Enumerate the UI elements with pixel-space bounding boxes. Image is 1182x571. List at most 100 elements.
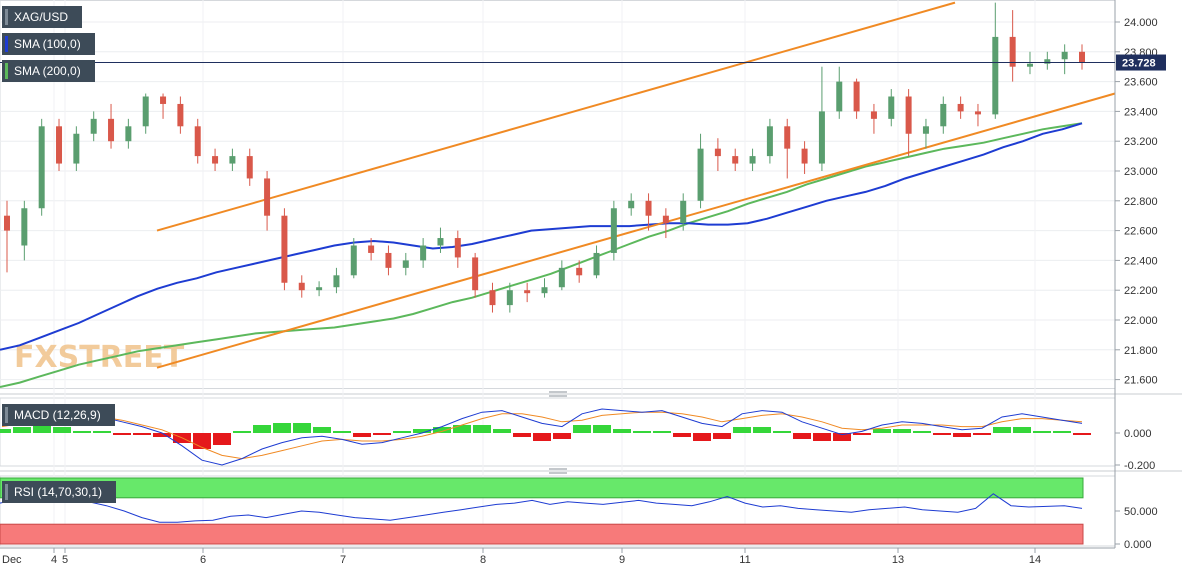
macd-histogram-bar bbox=[393, 431, 411, 433]
macd-histogram-bar bbox=[593, 425, 611, 433]
candle-body bbox=[749, 156, 756, 164]
candle-body bbox=[541, 287, 548, 294]
macd-histogram-bar bbox=[653, 431, 671, 433]
candle-body bbox=[489, 290, 496, 306]
candle-body bbox=[281, 215, 288, 283]
candle-body bbox=[472, 257, 479, 291]
time-tick-label: 9 bbox=[619, 554, 625, 566]
rsi-overbought-zone bbox=[0, 477, 1084, 499]
candle-body bbox=[836, 81, 843, 112]
macd-label: MACD (12,26,9) bbox=[2, 404, 115, 426]
macd-histogram-bar bbox=[373, 433, 391, 435]
macd-histogram-bar bbox=[133, 433, 151, 435]
macd-histogram-bar bbox=[453, 425, 471, 433]
candle-body bbox=[801, 148, 808, 164]
macd-histogram-bar bbox=[933, 433, 951, 435]
candle-body bbox=[593, 252, 600, 276]
time-tick-label: 4 bbox=[51, 554, 57, 566]
macd-histogram-bar bbox=[893, 429, 911, 433]
time-tick-label: 7 bbox=[340, 554, 346, 566]
candle-body bbox=[628, 200, 635, 209]
rsi-oversold-zone bbox=[0, 523, 1084, 545]
candle-body bbox=[4, 215, 10, 231]
candle-body bbox=[108, 118, 115, 142]
sma200-line bbox=[0, 122, 1083, 388]
macd-histogram-bar bbox=[973, 433, 991, 435]
macd-histogram-bar bbox=[33, 425, 51, 433]
macd-histogram-bar bbox=[773, 431, 791, 433]
macd-histogram-bar bbox=[1013, 427, 1031, 433]
candle-body bbox=[784, 126, 791, 149]
candle-body bbox=[1009, 36, 1016, 67]
candle-body bbox=[853, 81, 860, 112]
grid bbox=[0, 0, 1182, 548]
candle-body bbox=[402, 260, 409, 268]
price-tick-label: 22.200 bbox=[1124, 285, 1158, 297]
watermark: FXSTREET bbox=[14, 340, 185, 375]
candle-body bbox=[905, 96, 912, 134]
candle-body bbox=[1044, 59, 1051, 64]
candle-body bbox=[420, 245, 427, 261]
candle-body bbox=[1079, 51, 1085, 63]
candle-body bbox=[212, 156, 219, 164]
candle-body bbox=[992, 36, 999, 115]
candle-body bbox=[316, 287, 323, 291]
macd-histogram-bar bbox=[213, 433, 231, 445]
sma200-label: SMA (200,0) bbox=[2, 60, 95, 82]
price-tick-label: 22.000 bbox=[1124, 315, 1158, 327]
candle-body bbox=[454, 238, 461, 258]
time-tick-label: Dec bbox=[2, 554, 22, 566]
macd-pane bbox=[0, 408, 1091, 466]
symbol-label: XAG/USD bbox=[2, 6, 83, 28]
candle-body bbox=[194, 126, 201, 157]
price-tick-label: 23.200 bbox=[1124, 136, 1158, 148]
macd-histogram-bar bbox=[333, 431, 351, 433]
last-price-label: 23.728 bbox=[1122, 58, 1156, 70]
price-axis: 24.00023.80023.60023.40023.20023.00022.8… bbox=[0, 0, 1166, 551]
candle-body bbox=[437, 238, 444, 246]
channel-upper-line bbox=[156, 1, 956, 232]
macd-histogram-bar bbox=[73, 431, 91, 433]
macd-signal-line bbox=[1, 411, 1083, 460]
candle-body bbox=[142, 96, 149, 127]
macd-tick-label: 0.000 bbox=[1124, 428, 1152, 440]
rsi-tick-label: 0.000 bbox=[1124, 539, 1152, 551]
time-tick-label: 6 bbox=[200, 554, 206, 566]
price-tick-label: 21.600 bbox=[1124, 375, 1158, 387]
macd-histogram-bar bbox=[633, 431, 651, 433]
candle-body bbox=[350, 245, 357, 276]
candle-body bbox=[246, 156, 253, 179]
candles bbox=[4, 2, 1085, 313]
macd-histogram-bar bbox=[293, 423, 311, 433]
macd-histogram-bar bbox=[413, 429, 431, 433]
candle-body bbox=[56, 126, 63, 164]
macd-histogram-bar bbox=[13, 427, 31, 433]
macd-histogram-bar bbox=[693, 433, 711, 441]
candle-body bbox=[90, 118, 97, 134]
macd-histogram-bar bbox=[953, 433, 971, 437]
macd-histogram-bar bbox=[273, 423, 291, 433]
candle-body bbox=[558, 267, 565, 288]
macd-histogram-bar bbox=[913, 431, 931, 433]
candle-body bbox=[125, 126, 132, 142]
macd-histogram-bar bbox=[753, 427, 771, 433]
macd-histogram-bar bbox=[93, 431, 111, 433]
candle-body bbox=[888, 96, 895, 119]
candle-body bbox=[333, 275, 340, 288]
candle-body bbox=[38, 126, 45, 209]
macd-histogram-bar bbox=[433, 427, 451, 433]
macd-histogram-bar bbox=[233, 431, 251, 433]
candle-body bbox=[264, 178, 271, 216]
candle-body bbox=[974, 111, 981, 115]
macd-histogram-bar bbox=[853, 433, 871, 435]
macd-histogram-bar bbox=[313, 427, 331, 433]
price-tick-label: 23.600 bbox=[1124, 77, 1158, 89]
time-tick-label: 5 bbox=[62, 554, 68, 566]
channel-lower-line bbox=[156, 92, 1116, 369]
sma100-line bbox=[0, 122, 1083, 351]
candle-body bbox=[957, 103, 964, 112]
price-tick-label: 23.400 bbox=[1124, 106, 1158, 118]
time-tick-label: 13 bbox=[892, 554, 904, 566]
candle-body bbox=[524, 290, 531, 294]
